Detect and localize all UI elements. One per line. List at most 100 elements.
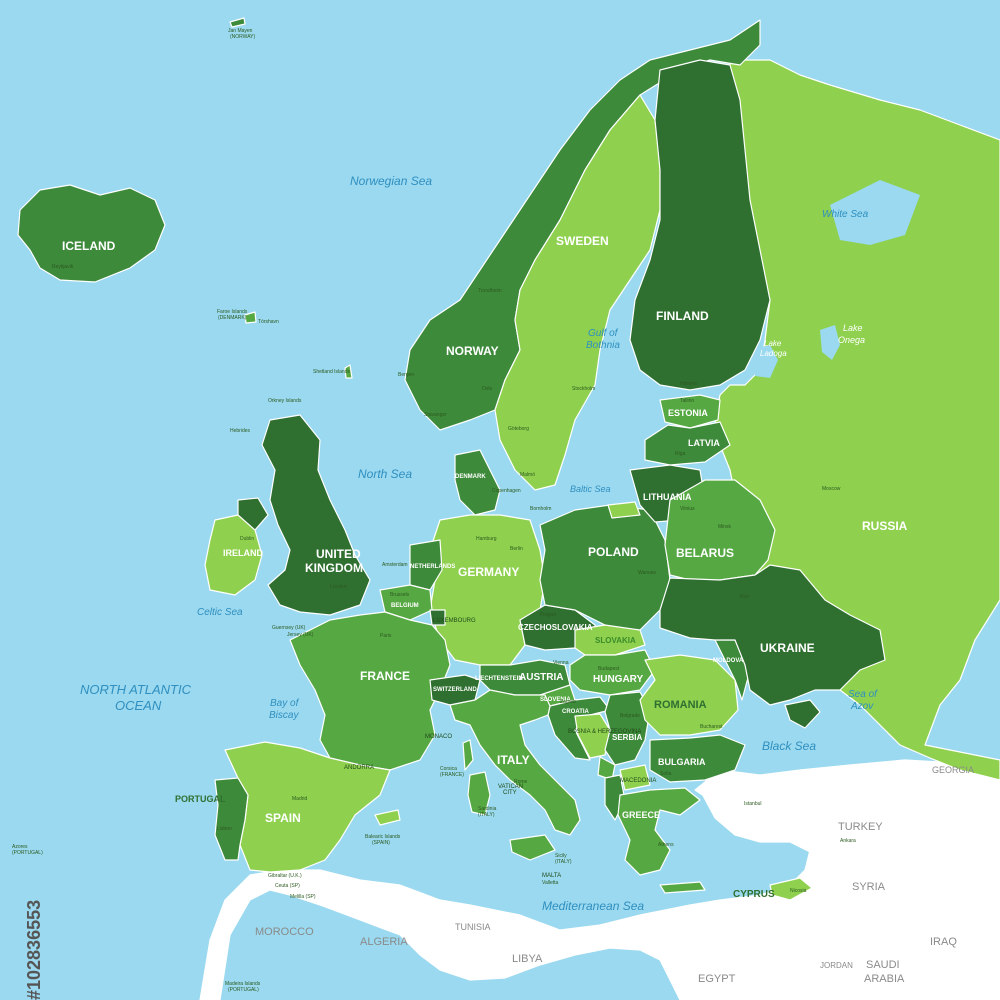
label-gulf-1: Gulf of [588,328,619,339]
label-atlantic-2: OCEAN [115,698,162,713]
city-paris: Paris [380,633,392,639]
city-bucharest: Bucharest [700,724,723,730]
label-germany: GERMANY [458,565,519,579]
country-labels: ICELAND NORWAY SWEDEN FINLAND RUSSIA EST… [62,234,974,985]
label-switzerland: SWITZERLAND [433,687,477,693]
label-belgium: BELGIUM [391,603,419,609]
city-ankara: Ankara [840,838,856,844]
label-hebrides: Hebrides [230,428,251,434]
city-riga: Riga [675,451,686,457]
italy-shape [449,689,581,836]
estonia-shape [659,394,721,429]
label-georgia: GEORGIA [932,765,974,775]
label-jan-mayen-1: Jan Mayen [228,28,253,34]
label-white-sea: White Sea [822,209,869,220]
label-corsica-1: Corsica [440,766,457,772]
label-iceland: ICELAND [62,239,116,253]
ireland-shape [204,514,263,596]
label-uk-2: KINGDOM [305,561,363,575]
city-helsinki: Helsinki [680,381,698,387]
kaliningrad-shape [607,501,641,519]
city-moscow: Moscow [822,486,841,492]
label-croatia: CROATIA [562,709,590,715]
label-bornholm: Bornholm [530,506,551,512]
label-belarus: BELARUS [676,546,734,560]
city-labels: Reykjavik Tórshavn Oslo Bergen Stavanger… [52,264,856,894]
label-monaco: MONACO [425,734,452,740]
label-mediterranean: Mediterranean Sea [542,899,644,913]
sweden-shape [494,94,661,491]
netherlands-shape [409,539,443,591]
label-biscay-1: Bay of [270,698,300,709]
city-kyiv: Kyiv [740,594,750,600]
sea-labels: Norwegian Sea White Sea Gulf of Bothnia … [80,174,878,913]
label-cyprus: CYPRUS [733,889,775,900]
city-torshavn: Tórshavn [258,319,279,325]
label-israel: ISRAEL [790,931,812,937]
label-corsica-2: (FRANCE) [440,772,464,778]
label-shetland: Shetland Islands [313,369,350,375]
belarus-shape [664,479,776,581]
label-russia: RUSSIA [862,519,908,533]
label-liechtenstein: LIECHTENSTEIN [475,676,523,682]
city-vilnius: Vilnius [680,506,695,512]
label-lithuania: LITHUANIA [643,492,692,502]
label-north-sea: North Sea [358,467,412,481]
label-uk-1: UNITED [316,547,361,561]
label-sweden: SWEDEN [556,234,609,248]
turkey-region [699,759,1000,861]
island-labels: Jan Mayen (NORWAY) Faroe Islands (DENMAR… [12,28,572,993]
label-jersey: Jersey (UK) [287,632,314,638]
label-poland: POLAND [588,545,639,559]
label-balearic-1: Balearic Islands [365,834,401,840]
label-faroe-2: (DENMARK) [218,315,247,321]
label-lebanon: LEBANON [790,906,820,912]
faroe-shape [244,311,257,324]
city-tallinn: Tallinn [680,398,694,404]
city-minsk: Minsk [718,524,732,530]
hungary-shape [569,649,656,696]
label-syria: SYRIA [852,881,886,893]
label-egypt: EGYPT [698,973,736,985]
label-sardinia-2: (ITALY) [478,812,495,818]
city-prague: Prague [540,612,556,618]
label-guernsey: Guernsey (UK) [272,625,306,631]
luxembourg-shape [429,609,446,626]
corsica-shape [462,739,474,771]
label-gulf-2: Bothnia [586,340,620,351]
city-london: London [330,584,347,590]
greece-shape [617,787,701,876]
label-bulgaria: BULGARIA [658,757,706,767]
label-ukraine: UKRAINE [760,641,815,655]
romania-shape [639,654,739,736]
label-norway: NORWAY [446,344,499,358]
city-copenhagen: Copenhagen [492,488,521,494]
lake-ladoga [750,345,778,378]
label-greece: GREECE [622,810,660,820]
label-latvia: LATVIA [688,438,720,448]
city-stockholm: Stockholm [572,386,595,392]
city-nicosia: Nicosia [790,888,807,894]
label-onega-2: Onega [838,335,865,345]
denmark-shape [454,449,501,516]
label-ladoga-1: Lake [764,339,782,348]
city-malmo: Malmö [520,472,535,478]
city-zagreb: Zagreb [560,699,576,705]
label-morocco: MOROCCO [255,926,314,938]
label-serbia: SERBIA [612,733,642,742]
city-goteborg: Göteborg [508,426,529,432]
label-luxembourg: LUXEMBOURG [433,618,476,624]
france-shape [289,611,451,771]
label-spain: SPAIN [265,811,301,825]
city-trondheim: Trondheim [478,288,502,294]
city-amsterdam: Amsterdam [382,562,408,568]
label-sicily-1: Sicily [555,853,567,859]
city-valletta: Valletta [542,880,559,886]
sardinia-shape [467,771,491,816]
label-france: FRANCE [360,669,410,683]
sicily-shape [509,834,556,861]
city-bergen: Bergen [398,372,414,378]
stock-id-text: #102836553 [24,899,44,1000]
label-ceuta: Ceuta (SP) [275,883,300,889]
